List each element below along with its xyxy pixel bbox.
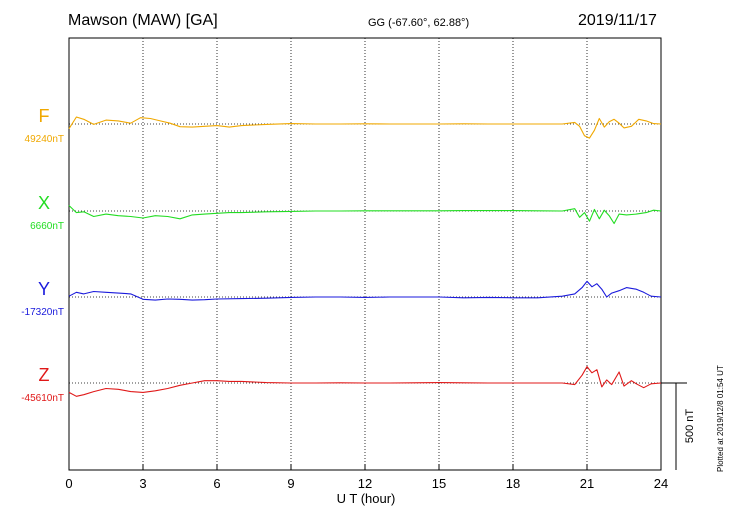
x-tick-label-15: 15 [432, 476, 446, 491]
x-tick-label-18: 18 [506, 476, 520, 491]
series-baseline-value-x: 6660nT [30, 221, 64, 232]
station-title: Mawson (MAW) [GA] [68, 12, 218, 29]
x-tick-label-12: 12 [358, 476, 372, 491]
x-tick-label-6: 6 [213, 476, 220, 491]
trace-f [68, 116, 662, 139]
series-traces [68, 116, 662, 397]
series-baseline-value-z: -45610nT [21, 393, 64, 404]
scale-bar-label: 500 nT [684, 409, 696, 444]
x-tick-label-21: 21 [580, 476, 594, 491]
x-axis-label: U T (hour) [337, 491, 396, 506]
x-tick-label-24: 24 [654, 476, 668, 491]
x-tick-label-0: 0 [65, 476, 72, 491]
x-tick-label-9: 9 [287, 476, 294, 491]
scale-bar: 500 nT [661, 382, 696, 470]
vertical-gridlines [142, 38, 588, 470]
trace-y [68, 280, 662, 301]
trace-z [68, 366, 662, 397]
x-tick-label-3: 3 [139, 476, 146, 491]
series-name-x: X [38, 193, 50, 213]
series-baseline-value-y: -17320nT [21, 307, 64, 318]
series-labels: F 49240nT X 6660nT Y -17320nT Z -45610nT [21, 106, 64, 404]
series-name-f: F [39, 106, 50, 126]
series-name-y: Y [38, 279, 50, 299]
trace-x [68, 205, 662, 225]
series-name-z: Z [39, 365, 50, 385]
plot-date: 2019/11/17 [578, 12, 657, 29]
x-axis-ticks: 0 3 6 9 12 15 18 21 24 [65, 464, 668, 491]
geographic-coordinates: GG (-67.60°, 62.88°) [368, 17, 470, 29]
series-baseline-value-f: 49240nT [25, 134, 64, 145]
